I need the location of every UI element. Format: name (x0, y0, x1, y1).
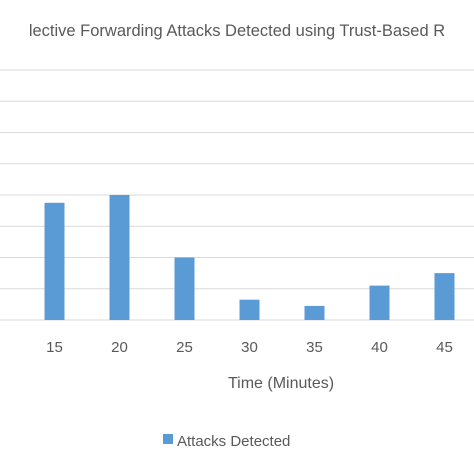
x-tick-label: 30 (241, 339, 258, 356)
bar-45 (434, 273, 455, 320)
chart-title: lective Forwarding Attacks Detected usin… (29, 22, 445, 40)
x-tick-label: 45 (436, 339, 453, 356)
x-tick-label: 40 (371, 339, 388, 356)
gridlines (0, 69, 474, 321)
bar-35 (304, 305, 325, 320)
bar-25 (174, 257, 195, 320)
legend-label: Attacks Detected (177, 433, 290, 450)
x-axis-tick-labels: 15 20 25 30 35 40 45 (46, 339, 453, 356)
x-tick-label: 35 (306, 339, 323, 356)
x-tick-label: 15 (46, 339, 63, 356)
bar-40 (369, 285, 390, 320)
bar-series (44, 195, 455, 320)
bar-15 (44, 202, 65, 320)
legend: Attacks Detected (163, 433, 290, 450)
x-tick-label: 20 (111, 339, 128, 356)
bar-20 (109, 195, 130, 320)
bar-30 (239, 299, 260, 320)
legend-swatch (163, 434, 173, 444)
x-tick-label: 25 (176, 339, 193, 356)
x-axis-title: Time (Minutes) (228, 375, 334, 392)
